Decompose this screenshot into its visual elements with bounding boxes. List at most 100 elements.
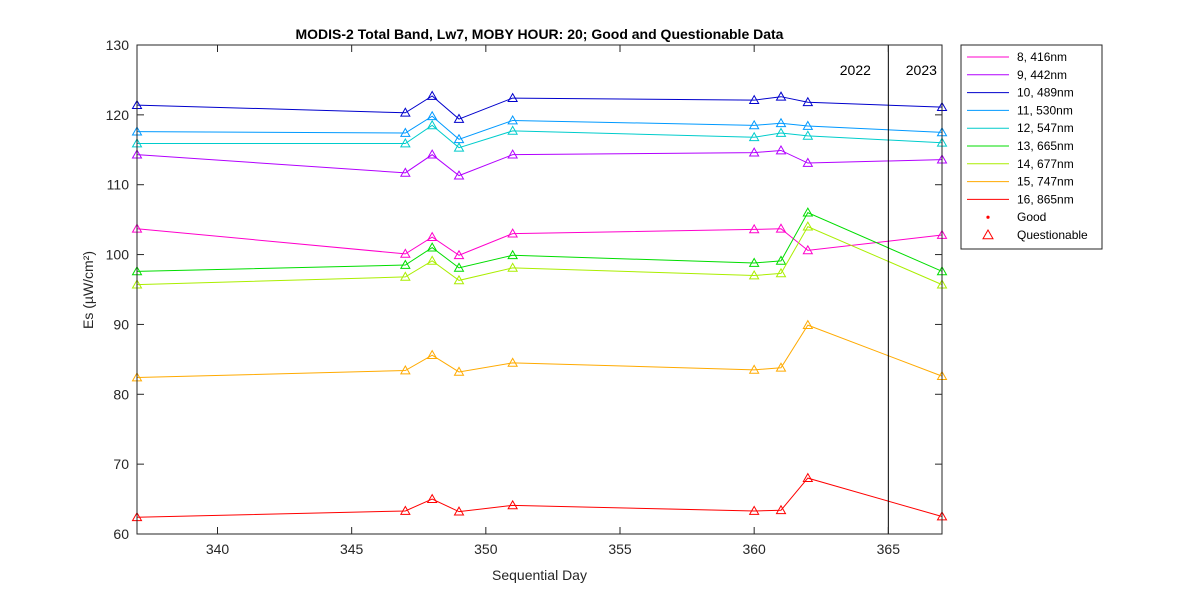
series	[131, 207, 948, 276]
data-point	[802, 244, 814, 255]
x-tick-label: 355	[608, 541, 632, 557]
data-point	[775, 144, 787, 155]
data-point	[802, 207, 814, 217]
data-point	[399, 137, 411, 148]
data-point	[748, 223, 760, 234]
series-line	[137, 124, 943, 149]
data-point	[775, 504, 787, 515]
data-point	[426, 90, 438, 100]
y-tick-label: 130	[106, 37, 130, 53]
data-point	[507, 228, 519, 238]
y-tick-label: 70	[113, 456, 129, 472]
series-line	[136, 324, 943, 379]
data-point	[507, 114, 519, 125]
data-point	[802, 157, 814, 167]
data-point	[802, 130, 814, 140]
data-point	[775, 362, 787, 372]
data-point	[426, 242, 438, 252]
data-point	[453, 170, 465, 180]
data-point	[399, 365, 411, 375]
data-point	[453, 506, 465, 516]
data-point	[426, 149, 438, 159]
data-point	[453, 366, 465, 376]
x-tick-label: 360	[742, 541, 766, 557]
data-point	[426, 119, 438, 130]
data-point	[453, 274, 465, 285]
data-point	[453, 262, 465, 272]
series-line	[136, 115, 943, 140]
data-point	[802, 221, 814, 231]
legend-items: 8, 416nm 9, 442nm 10, 489nm 11, 530nm 12, 54…	[967, 50, 1088, 242]
chart-title: MODIS-2 Total Band, Lw7, MOBY HOUR: 20; …	[296, 26, 784, 42]
legend-label: 11, 530nm	[1017, 103, 1073, 117]
data-point	[507, 125, 519, 135]
data-point	[775, 117, 787, 128]
year-label-2022: 2022	[840, 62, 871, 78]
data-point	[426, 493, 438, 503]
data-point	[453, 142, 465, 152]
legend-label: Good	[1017, 210, 1046, 224]
data-point	[748, 257, 760, 267]
legend-label: 13, 665nm	[1017, 139, 1074, 153]
data-point	[399, 259, 411, 269]
series-line	[136, 225, 943, 286]
legend-label: Questionable	[1017, 228, 1088, 242]
legend-marker-dot	[986, 215, 990, 219]
legend-label: 12, 547nm	[1017, 121, 1074, 135]
data-point	[507, 249, 519, 260]
legend-label: 14, 677nm	[1017, 157, 1074, 171]
data-point	[507, 92, 519, 102]
x-tick-label: 345	[340, 541, 364, 557]
data-point	[399, 167, 411, 177]
y-tick-label: 120	[106, 107, 130, 123]
data-point	[802, 96, 814, 107]
series-line	[136, 149, 943, 177]
y-tick-label: 80	[113, 386, 129, 402]
legend-label: 10, 489nm	[1017, 86, 1074, 100]
data-point	[748, 131, 760, 142]
y-tick-label: 100	[106, 247, 130, 263]
data-point	[399, 107, 411, 117]
series-line	[136, 212, 943, 272]
data-point	[507, 262, 519, 272]
legend-label: 9, 442nm	[1017, 68, 1067, 82]
series-line	[136, 95, 943, 120]
plot-area	[137, 45, 942, 534]
data-point	[775, 223, 787, 233]
legend: 8, 416nm 9, 442nm 10, 489nm 11, 530nm 12, 54…	[960, 44, 1103, 250]
data-point	[507, 149, 519, 159]
y-tick-label: 60	[113, 526, 129, 542]
x-tick-label: 350	[474, 541, 498, 557]
axes-box	[136, 44, 943, 535]
data-point	[802, 472, 814, 482]
data-point	[775, 255, 787, 265]
data-point	[775, 267, 787, 278]
data-point	[426, 255, 438, 265]
data-point	[453, 113, 465, 123]
data-point	[748, 270, 760, 280]
legend-label: 15, 747nm	[1017, 175, 1074, 189]
y-axis-label: Es (µW/cm²)	[80, 251, 96, 329]
series	[131, 472, 948, 522]
legend-marker-triangle	[982, 228, 994, 240]
x-axis-label: Sequential Day	[492, 567, 587, 583]
ticks-layer: 340 345 350 355 360 365 60 70 80 90 100 110 120 130	[106, 37, 942, 557]
data-point	[399, 127, 411, 137]
x-tick-label: 340	[206, 541, 230, 557]
legend-label: 8, 416nm	[1017, 50, 1067, 64]
legend-label: 16, 865nm	[1017, 192, 1074, 206]
data-point	[775, 91, 787, 101]
series	[131, 119, 948, 152]
year-label-2023: 2023	[906, 62, 937, 78]
data-point	[748, 505, 760, 515]
data-point	[507, 499, 519, 510]
series	[131, 110, 948, 144]
data-point	[775, 127, 787, 137]
data-point	[802, 319, 814, 330]
data-point	[748, 94, 760, 105]
legend-box	[960, 44, 1103, 250]
data-point	[426, 110, 438, 121]
data-point	[426, 349, 438, 360]
data-point	[802, 120, 814, 130]
